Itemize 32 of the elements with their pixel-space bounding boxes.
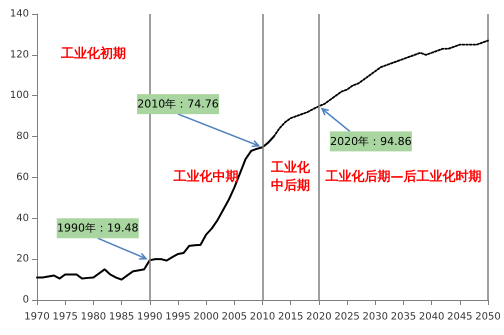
- annotation: 2020年：94.86: [330, 134, 412, 148]
- annotation: 工业化初期: [60, 46, 126, 62]
- x-tick-label: 1995: [165, 312, 191, 322]
- x-tick-label: 1975: [52, 312, 78, 322]
- x-tick-label: 2030: [362, 312, 388, 322]
- y-tick-label: 40: [16, 212, 29, 224]
- annotation: 工业化中期: [172, 170, 239, 185]
- y-tick-label: 60: [16, 172, 29, 183]
- x-tick-label: 2000: [193, 312, 219, 322]
- x-tick-label: 2035: [390, 312, 416, 322]
- x-tick-label: 1980: [80, 312, 106, 322]
- x-tick-label: 2015: [278, 312, 304, 322]
- y-tick-label: 80: [16, 131, 29, 142]
- y-tick-label: 0: [22, 294, 29, 306]
- x-tick-label: 2005: [222, 312, 248, 322]
- x-tick-label: 2025: [334, 312, 360, 322]
- x-tick-label: 2050: [475, 312, 501, 322]
- y-tick-label: 20: [16, 254, 29, 265]
- x-tick-label: 2045: [447, 312, 473, 322]
- y-tick-label: 120: [10, 49, 29, 60]
- y-tick-label: 100: [10, 90, 29, 102]
- x-tick-label: 2040: [418, 312, 444, 322]
- x-tick-label: 1985: [108, 312, 134, 322]
- x-tick-label: 1970: [24, 312, 50, 322]
- annotation: 工业化中后期: [270, 160, 312, 194]
- x-tick-label: 2020: [306, 312, 332, 322]
- annotation: 工业化后期—后工业化时期: [324, 168, 482, 185]
- x-tick-label: 2010: [250, 312, 276, 322]
- annotation: 1990年：19.48: [57, 222, 138, 235]
- x-tick-label: 1990: [137, 312, 162, 322]
- annotation: 2010年：74.76: [137, 98, 219, 111]
- y-tick-label: 140: [10, 8, 29, 20]
